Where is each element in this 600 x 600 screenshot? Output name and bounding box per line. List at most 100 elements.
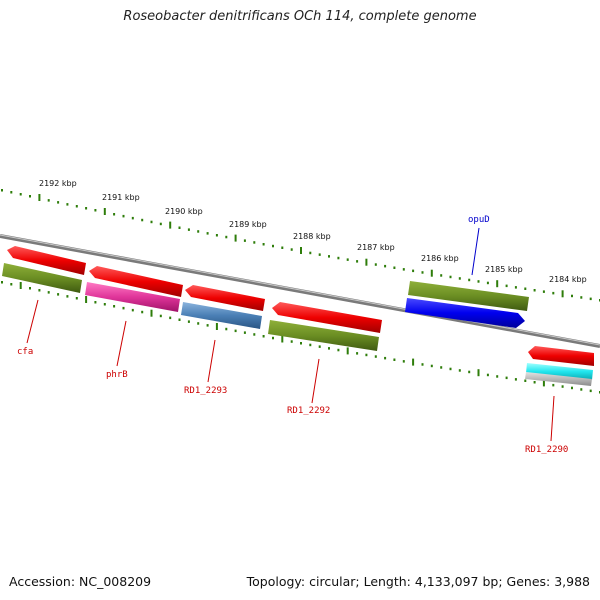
lower-scale-minor-tick bbox=[243, 331, 246, 334]
gene-arrow-rd1-2290-cyan[interactable] bbox=[526, 363, 593, 380]
upper-scale-minor-tick bbox=[206, 232, 209, 235]
lower-scale-minor-tick bbox=[169, 316, 172, 320]
gene-label-phrb[interactable]: phrB bbox=[106, 370, 128, 380]
gene-arrow-rd1-2293-steel[interactable] bbox=[181, 302, 262, 329]
lower-scale-minor-tick bbox=[66, 295, 69, 298]
upper-scale-minor-tick bbox=[440, 274, 443, 277]
lower-scale-minor-tick bbox=[122, 306, 125, 310]
upper-scale-minor-tick bbox=[477, 280, 480, 283]
upper-scale-minor-tick bbox=[412, 269, 415, 273]
gene-arrow-rd1-2293-red[interactable] bbox=[185, 285, 265, 311]
scale-label-2192: 2192 kbp bbox=[39, 179, 77, 188]
upper-scale-minor-tick bbox=[318, 253, 321, 256]
gene-arrow-phrb-magenta[interactable] bbox=[85, 282, 180, 312]
lower-scale-minor-tick bbox=[38, 289, 41, 292]
upper-scale-minor-tick bbox=[19, 193, 22, 196]
gene-label-rd1-2290[interactable]: RD1_2290 bbox=[525, 445, 568, 455]
gene-label-cfa[interactable]: cfa bbox=[17, 347, 33, 357]
upper-scale-major-tick bbox=[561, 290, 564, 298]
lower-scale-minor-tick bbox=[253, 333, 256, 336]
lower-scale-minor-tick bbox=[57, 293, 60, 296]
scale-label-2190: 2190 kbp bbox=[165, 207, 203, 216]
upper-scale-minor-tick bbox=[552, 291, 555, 295]
upper-scale-minor-tick bbox=[458, 277, 461, 280]
upper-scale-minor-tick bbox=[10, 191, 13, 194]
genome-backbone bbox=[0, 234, 600, 348]
upper-scale-minor-tick bbox=[66, 203, 69, 206]
lower-scale-major-tick bbox=[19, 282, 22, 289]
lower-scale-major-tick bbox=[542, 379, 545, 387]
upper-scale-minor-tick bbox=[113, 213, 116, 216]
leader-line-phrb bbox=[116, 320, 127, 367]
upper-scale-minor-tick bbox=[262, 243, 265, 246]
scale-label-2188: 2188 kbp bbox=[293, 232, 331, 241]
upper-scale-minor-tick bbox=[29, 195, 31, 198]
upper-scale-minor-tick bbox=[1, 189, 3, 192]
scale-label-2186: 2186 kbp bbox=[421, 254, 459, 263]
gene-arrow-rd1-2292-olive[interactable] bbox=[268, 320, 379, 351]
upper-scale-minor-tick bbox=[215, 234, 218, 237]
leader-line-cfa bbox=[26, 299, 39, 344]
upper-scale-major-tick bbox=[300, 247, 302, 254]
upper-scale-ruler bbox=[1, 189, 600, 302]
lower-scale-minor-tick bbox=[421, 363, 424, 366]
gene-arrow-opud-blue[interactable] bbox=[405, 298, 525, 328]
gene-arrow-rd1-2292-red[interactable] bbox=[272, 302, 382, 333]
lower-scale-minor-tick bbox=[449, 367, 452, 371]
leader-line-rd1-2292 bbox=[311, 358, 320, 404]
upper-scale-minor-tick bbox=[75, 205, 78, 208]
upper-scale-major-tick bbox=[38, 194, 41, 201]
upper-scale-minor-tick bbox=[589, 297, 592, 301]
lower-scale-minor-tick bbox=[328, 347, 330, 350]
upper-scale-minor-tick bbox=[356, 260, 359, 263]
gene-label-rd1-2292[interactable]: RD1_2292 bbox=[287, 406, 330, 416]
gene-arrow-rd1-2290-red[interactable] bbox=[528, 346, 594, 366]
upper-scale-minor-tick bbox=[468, 278, 471, 282]
upper-scale-major-tick bbox=[234, 234, 237, 242]
gene-arrow-cfa-olive[interactable] bbox=[2, 263, 82, 293]
scale-label-2191: 2191 kbp bbox=[102, 193, 140, 202]
gene-arrow-cfa-red[interactable] bbox=[7, 246, 86, 275]
upper-scale-minor-tick bbox=[580, 296, 583, 299]
lower-scale-minor-tick bbox=[318, 345, 321, 348]
lower-scale-major-tick bbox=[477, 369, 480, 377]
lower-scale-minor-tick bbox=[103, 303, 106, 306]
gene-arrow-opud-olive[interactable] bbox=[408, 281, 529, 311]
upper-scale-minor-tick bbox=[85, 207, 88, 210]
gene-label-rd1-2293[interactable]: RD1_2293 bbox=[184, 386, 227, 396]
lower-scale-minor-tick bbox=[384, 356, 387, 360]
lower-scale-minor-tick bbox=[47, 291, 50, 294]
upper-scale-minor-tick bbox=[253, 241, 256, 244]
scale-label-2187: 2187 kbp bbox=[357, 243, 395, 252]
scale-label-2189: 2189 kbp bbox=[229, 220, 267, 229]
lower-scale-minor-tick bbox=[75, 297, 78, 300]
map-title: Roseobacter denitrificans OCh 114, compl… bbox=[123, 9, 477, 24]
lower-scale-major-tick bbox=[281, 335, 284, 343]
lower-scale-minor-tick bbox=[300, 342, 302, 345]
lower-scale-minor-tick bbox=[10, 283, 13, 286]
lower-scale-minor-tick bbox=[141, 310, 144, 314]
lower-scale-minor-tick bbox=[234, 329, 237, 333]
gene-arrow-rd1-2290-grey[interactable] bbox=[525, 372, 592, 386]
genome-summary-text: Topology: circular; Length: 4,133,097 bp… bbox=[246, 574, 590, 589]
scale-label-2184: 2184 kbp bbox=[549, 275, 587, 284]
upper-scale-minor-tick bbox=[337, 256, 340, 260]
lower-scale-major-tick bbox=[85, 296, 88, 303]
gene-labels: cfa phrB RD1_2293 RD1_2292 opuD RD1_2290 bbox=[17, 215, 568, 455]
gene-leader-lines bbox=[26, 227, 555, 442]
genome-backbone-highlight bbox=[0, 234, 600, 346]
upper-scale-minor-tick bbox=[159, 222, 162, 226]
lower-scale-minor-tick bbox=[225, 327, 228, 331]
lower-scale-minor-tick bbox=[505, 376, 508, 380]
upper-scale-minor-tick bbox=[94, 209, 97, 212]
upper-scale-minor-tick bbox=[131, 216, 134, 220]
lower-scale-minor-tick bbox=[159, 314, 162, 318]
lower-scale-minor-tick bbox=[524, 379, 527, 382]
upper-scale-minor-tick bbox=[47, 199, 50, 202]
upper-scale-minor-tick bbox=[384, 264, 387, 268]
lower-scale-major-tick bbox=[215, 323, 218, 330]
lower-scale-major-tick bbox=[346, 347, 349, 355]
gene-arrow-phrb-red[interactable] bbox=[89, 266, 183, 297]
gene-label-opud[interactable]: opuD bbox=[468, 215, 490, 225]
